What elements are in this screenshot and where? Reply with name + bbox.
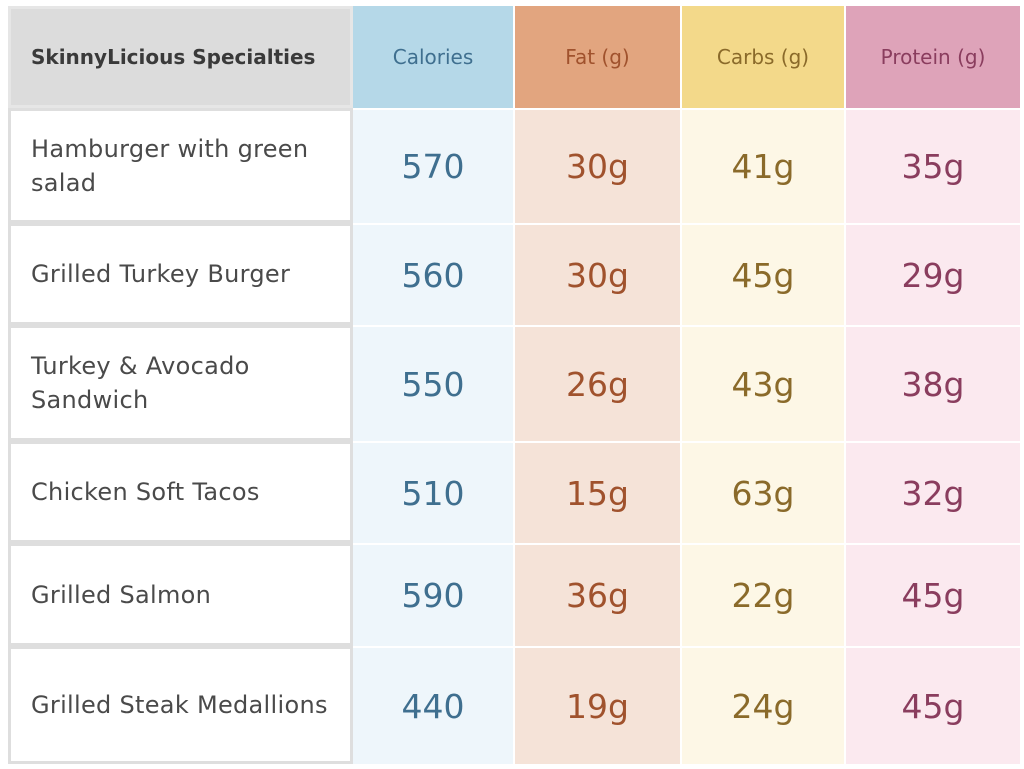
item-name-cell: Grilled Turkey Burger (8, 223, 353, 325)
fat-value-cell: 36g (515, 545, 680, 646)
calories-value-cell: 550 (353, 327, 513, 441)
fat-value-cell: 30g (515, 110, 680, 223)
header-carbs: Carbs (g) (682, 6, 844, 108)
fat-value-cell: 19g (515, 648, 680, 764)
calories-value-cell: 440 (353, 648, 513, 764)
fat-value-cell: 26g (515, 327, 680, 441)
fat-value-cell: 15g (515, 443, 680, 543)
item-name-cell: Chicken Soft Tacos (8, 441, 353, 543)
item-name-cell: Turkey & Avocado Sandwich (8, 325, 353, 441)
carbs-value-cell: 24g (682, 648, 844, 764)
header-calories: Calories (353, 6, 513, 108)
header-protein: Protein (g) (846, 6, 1020, 108)
carbs-value-cell: 22g (682, 545, 844, 646)
protein-value-cell: 38g (846, 327, 1020, 441)
carbs-value-cell: 63g (682, 443, 844, 543)
calories-value-cell: 560 (353, 225, 513, 325)
header-name: SkinnyLicious Specialties (8, 6, 353, 108)
nutrition-table: SkinnyLicious Specialties Calories Fat (… (8, 6, 1020, 764)
calories-value-cell: 510 (353, 443, 513, 543)
protein-value-cell: 29g (846, 225, 1020, 325)
protein-value-cell: 45g (846, 545, 1020, 646)
protein-value-cell: 32g (846, 443, 1020, 543)
protein-value-cell: 35g (846, 110, 1020, 223)
header-fat: Fat (g) (515, 6, 680, 108)
item-name-cell: Grilled Steak Medallions (8, 646, 353, 764)
calories-value-cell: 570 (353, 110, 513, 223)
fat-value-cell: 30g (515, 225, 680, 325)
carbs-value-cell: 41g (682, 110, 844, 223)
item-name-cell: Hamburger with green salad (8, 108, 353, 223)
protein-value-cell: 45g (846, 648, 1020, 764)
carbs-value-cell: 43g (682, 327, 844, 441)
calories-value-cell: 590 (353, 545, 513, 646)
item-name-cell: Grilled Salmon (8, 543, 353, 646)
carbs-value-cell: 45g (682, 225, 844, 325)
